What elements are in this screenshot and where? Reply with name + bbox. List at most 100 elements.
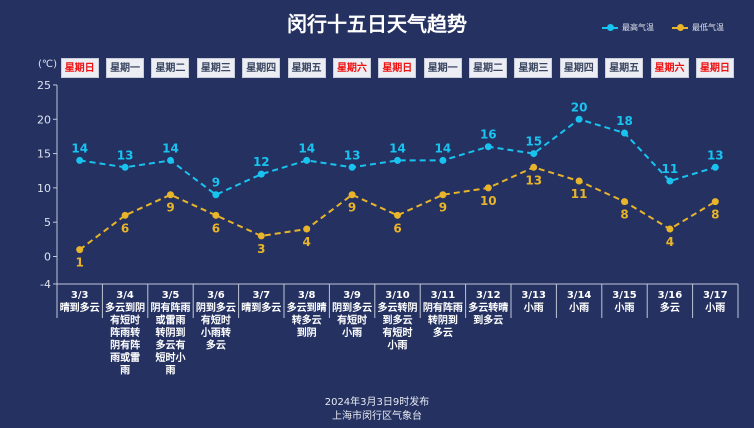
weather-label: 雨 bbox=[120, 365, 130, 377]
weather-label: 有短时 bbox=[110, 314, 140, 327]
data-point[interactable] bbox=[348, 163, 356, 171]
weekday-8: 星期一 bbox=[423, 58, 462, 78]
weather-label: 阴有阵雨 bbox=[423, 301, 463, 314]
weekday-row: 星期日 星期一 星期二 星期三 星期四 星期五 星期六 星期日 星期一 星期二 星期三 星期四 星期五星… bbox=[57, 58, 738, 78]
data-point[interactable] bbox=[530, 163, 538, 171]
weather-label: 转阴到 bbox=[156, 326, 186, 339]
weather-label: 阴有阵雨 bbox=[151, 301, 191, 314]
y-tick-label: 5 bbox=[44, 216, 51, 229]
data-label: 14 bbox=[71, 141, 88, 155]
data-point[interactable] bbox=[167, 191, 174, 199]
weather-label: 小雨 bbox=[387, 339, 408, 352]
weather-label: 小雨 bbox=[704, 301, 725, 314]
unit-label: (℃) bbox=[38, 59, 58, 70]
weekday-5: 星期五 bbox=[287, 58, 326, 78]
data-point[interactable] bbox=[711, 163, 719, 171]
data-label: 11 bbox=[571, 187, 588, 201]
data-label: 16 bbox=[480, 128, 497, 142]
y-tick-label: 20 bbox=[37, 113, 51, 126]
weather-label: 到多云 bbox=[473, 314, 503, 327]
data-label: 9 bbox=[166, 201, 174, 215]
data-point[interactable] bbox=[394, 211, 401, 219]
data-point[interactable] bbox=[212, 211, 220, 219]
legend-low-label: 最低气温 bbox=[692, 23, 724, 32]
data-label: 11 bbox=[662, 162, 679, 176]
data-point[interactable] bbox=[575, 115, 583, 123]
x-tick-label: 3/15 bbox=[612, 290, 637, 301]
data-point[interactable] bbox=[484, 184, 492, 192]
data-label: 6 bbox=[121, 221, 129, 235]
x-tick-label: 3/8 bbox=[298, 290, 316, 301]
data-point[interactable] bbox=[621, 129, 628, 137]
weekday-7: 星期日 bbox=[378, 58, 417, 78]
x-tick-label: 3/9 bbox=[343, 290, 361, 301]
data-point[interactable] bbox=[530, 150, 538, 158]
data-label: 13 bbox=[707, 148, 724, 162]
data-label: 6 bbox=[393, 221, 401, 235]
x-tick-label: 3/12 bbox=[476, 290, 501, 301]
weather-label: 小雨转 bbox=[200, 326, 231, 339]
data-point[interactable] bbox=[666, 177, 674, 185]
weather-label: 多云转阴 bbox=[378, 301, 418, 314]
series-line-1 bbox=[79, 166, 716, 251]
weather-label: 雨 bbox=[166, 365, 176, 377]
data-point[interactable] bbox=[348, 191, 356, 199]
y-tick-label: 0 bbox=[44, 251, 51, 264]
weather-label: 多云 bbox=[660, 301, 680, 314]
weather-label: 有短时 bbox=[383, 326, 413, 339]
data-label: 4 bbox=[666, 235, 674, 249]
weekday-6: 星期六 bbox=[332, 58, 371, 78]
data-label: 9 bbox=[212, 176, 220, 190]
legend-high-marker bbox=[602, 23, 618, 31]
data-label: 12 bbox=[253, 155, 270, 169]
weekday-2: 星期二 bbox=[151, 58, 190, 78]
weather-label: 小雨 bbox=[341, 326, 362, 339]
weather-label: 多云 bbox=[206, 339, 226, 352]
data-point[interactable] bbox=[121, 211, 129, 219]
weather-label: 或雷雨 bbox=[156, 314, 186, 327]
x-tick-label: 3/17 bbox=[703, 290, 728, 301]
weekday-13: 星期六 bbox=[650, 58, 689, 78]
weather-label: 有短时 bbox=[337, 314, 367, 327]
weekday-0: 星期日 bbox=[60, 58, 99, 78]
series-line-0 bbox=[79, 118, 716, 196]
data-point[interactable] bbox=[121, 163, 129, 171]
data-point[interactable] bbox=[76, 156, 84, 164]
data-label: 8 bbox=[711, 208, 719, 222]
data-point[interactable] bbox=[575, 177, 583, 185]
y-tick-label: 15 bbox=[37, 148, 51, 161]
weekday-10: 星期三 bbox=[514, 58, 553, 78]
data-point[interactable] bbox=[167, 156, 174, 164]
data-point[interactable] bbox=[212, 191, 220, 199]
weekday-12: 星期五 bbox=[605, 58, 644, 78]
data-label: 8 bbox=[620, 208, 628, 222]
legend-low-marker bbox=[672, 23, 688, 31]
data-label: 13 bbox=[344, 148, 361, 162]
data-point[interactable] bbox=[257, 232, 265, 240]
x-tick-label: 3/13 bbox=[521, 290, 546, 301]
data-point[interactable] bbox=[711, 198, 719, 206]
data-point[interactable] bbox=[76, 246, 84, 254]
x-tick-label: 3/10 bbox=[385, 290, 410, 301]
data-point[interactable] bbox=[303, 156, 311, 164]
weather-label: 阴到多云 bbox=[196, 301, 236, 314]
data-point[interactable] bbox=[439, 156, 447, 164]
data-point[interactable] bbox=[439, 191, 447, 199]
data-label: 15 bbox=[525, 135, 542, 149]
weather-label: 有短时 bbox=[201, 314, 231, 327]
weather-label: 转多云 bbox=[292, 314, 322, 327]
data-point[interactable] bbox=[484, 143, 492, 151]
legend-low[interactable]: 最低气温 bbox=[672, 22, 724, 33]
data-label: 13 bbox=[525, 173, 542, 187]
data-point[interactable] bbox=[666, 225, 674, 233]
legend-high[interactable]: 最高气温 bbox=[602, 22, 654, 33]
weekday-11: 星期四 bbox=[559, 58, 598, 78]
x-tick-label: 3/6 bbox=[207, 290, 225, 301]
x-tick-label: 3/3 bbox=[71, 290, 89, 301]
data-point[interactable] bbox=[621, 198, 628, 206]
data-point[interactable] bbox=[303, 225, 311, 233]
data-point[interactable] bbox=[257, 170, 265, 178]
data-point[interactable] bbox=[394, 156, 401, 164]
x-tick-label: 3/11 bbox=[431, 290, 456, 301]
